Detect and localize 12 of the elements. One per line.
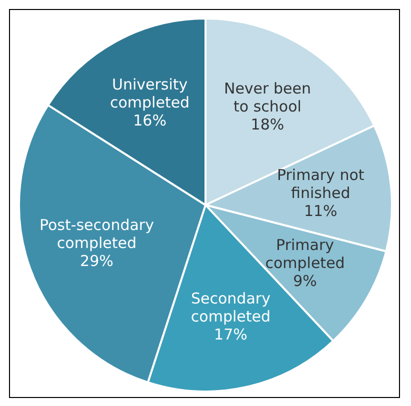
slice-label: Never been to school [224,79,311,116]
data-label: 11% [304,202,338,220]
slice-label: Post-secondary completed [39,216,154,252]
data-label: 29% [80,252,114,270]
data-label: 17% [214,326,248,344]
data-label: 18% [250,115,284,134]
slice-label: Primary completed [265,236,345,272]
slice-label: Secondary completed [190,290,271,326]
data-label: 16% [133,112,166,130]
slice-label: Primary not finished [276,166,364,202]
slice-label: University completed [110,76,190,112]
data-label: 9% [293,272,317,290]
